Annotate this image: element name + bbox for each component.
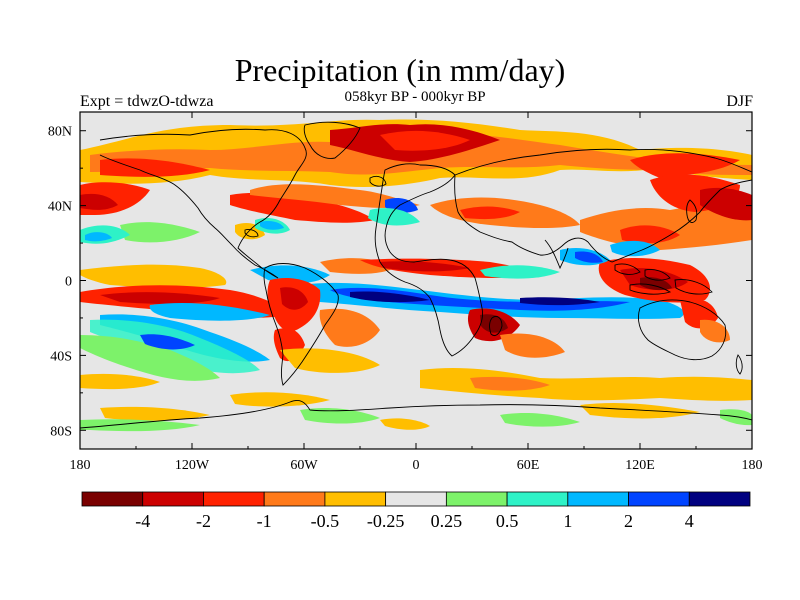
plot-title: Precipitation (in mm/day) xyxy=(234,52,566,88)
lon-tick-label: 120E xyxy=(625,458,655,473)
colorbar-label: 2 xyxy=(624,511,633,531)
colorbar-swatch xyxy=(385,491,447,507)
lon-tick-label: 120W xyxy=(175,458,210,473)
colorbar-swatch xyxy=(263,491,326,507)
colorbar-label: 0.25 xyxy=(431,511,463,531)
lat-tick-label: 40S xyxy=(50,349,72,364)
colorbar-label: 1 xyxy=(563,511,572,531)
colorbar-swatch xyxy=(81,491,144,507)
experiment-label: Expt = tdwzO-tdwza xyxy=(80,93,214,110)
lat-tick-label: 0 xyxy=(65,275,72,290)
longitude-axis: 180 120W 60W 0 60E 120E 180 xyxy=(70,112,763,473)
coastlines xyxy=(80,121,752,429)
colorbar-swatch xyxy=(688,491,751,507)
colorbar-swatch xyxy=(506,491,569,507)
season-label: DJF xyxy=(726,93,753,110)
lat-tick-label: 80S xyxy=(50,424,72,439)
lon-tick-label: 0 xyxy=(413,458,420,473)
colorbar-label: -2 xyxy=(196,511,211,531)
colorbar-swatch xyxy=(142,491,204,507)
lon-tick-label: 60W xyxy=(290,458,318,473)
colorbar-swatch xyxy=(628,491,690,507)
lon-tick-label: 60E xyxy=(517,458,540,473)
latitude-axis: 80N 40N 0 40S 80S xyxy=(48,125,752,439)
colorbar-swatch xyxy=(324,491,387,507)
precipitation-field xyxy=(80,119,752,432)
colorbar-label: 0.5 xyxy=(496,511,519,531)
colorbar-label: 4 xyxy=(685,511,694,531)
colorbar-label: -0.25 xyxy=(367,511,405,531)
lon-tick-label: 180 xyxy=(70,458,91,473)
colorbar-label: -1 xyxy=(257,511,272,531)
colorbar-label: -0.5 xyxy=(311,511,340,531)
lat-tick-label: 80N xyxy=(48,125,72,140)
colorbar: -4 -2 -1 -0.5 -0.25 0.25 0.5 1 2 4 xyxy=(81,491,751,531)
time-period-label: 058kyr BP - 000kyr BP xyxy=(344,89,486,105)
colorbar-label: -4 xyxy=(135,511,150,531)
colorbar-swatch xyxy=(445,491,508,507)
colorbar-swatch xyxy=(567,491,629,507)
lon-tick-label: 180 xyxy=(742,458,763,473)
colorbar-swatch xyxy=(203,491,265,507)
lat-tick-label: 40N xyxy=(48,200,72,215)
